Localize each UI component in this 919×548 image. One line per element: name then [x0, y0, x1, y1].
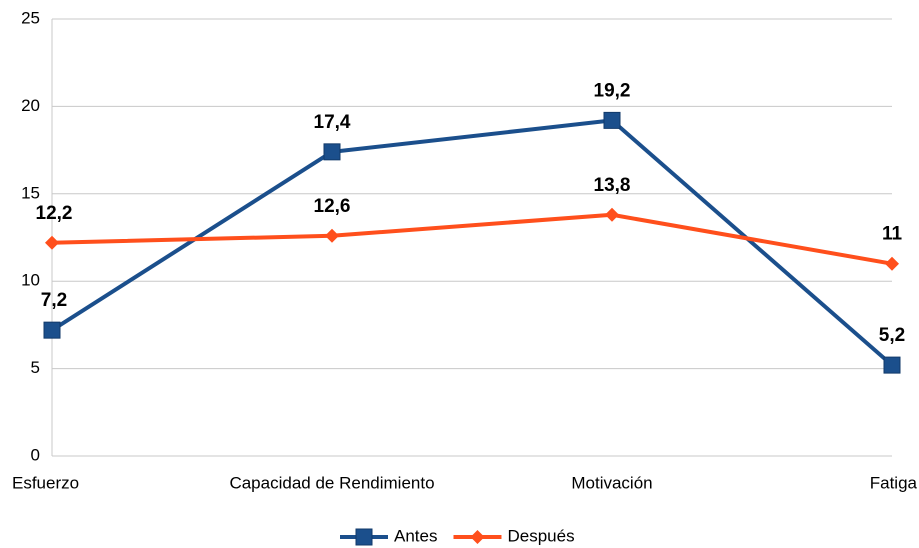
value-label: 5,2	[879, 325, 905, 346]
marker	[885, 256, 899, 271]
marker	[43, 321, 61, 339]
value-label: 13,8	[594, 175, 631, 196]
marker	[323, 143, 341, 161]
y-tick-label: 15	[21, 183, 40, 202]
legend-label: Después	[507, 526, 574, 545]
y-tick-label: 5	[31, 358, 40, 377]
x-tick-label: Motivación	[571, 473, 652, 492]
value-label: 19,2	[594, 80, 631, 101]
y-tick-label: 0	[31, 445, 40, 464]
legend-item: Antes	[340, 526, 437, 546]
x-tick-label: Esfuerzo	[12, 473, 79, 492]
legend-item: Después	[453, 526, 575, 545]
marker	[883, 356, 901, 374]
marker	[470, 530, 485, 544]
marker	[603, 111, 621, 129]
x-tick-label: Capacidad de Rendimiento	[229, 473, 434, 492]
marker	[605, 207, 619, 222]
marker	[355, 528, 373, 546]
marker	[325, 228, 339, 243]
y-tick-label: 20	[21, 96, 40, 115]
value-label: 12,6	[314, 196, 351, 217]
series	[45, 207, 899, 271]
value-label: 7,2	[41, 290, 67, 311]
y-tick-label: 10	[21, 271, 40, 290]
marker	[45, 235, 59, 250]
value-label: 17,4	[314, 112, 351, 133]
value-label: 11	[882, 224, 903, 245]
value-label: 12,2	[36, 203, 73, 224]
y-tick-label: 25	[21, 8, 40, 27]
legend-label: Antes	[394, 526, 437, 545]
x-tick-label: Fatiga	[870, 473, 918, 492]
line	[51, 212, 893, 266]
